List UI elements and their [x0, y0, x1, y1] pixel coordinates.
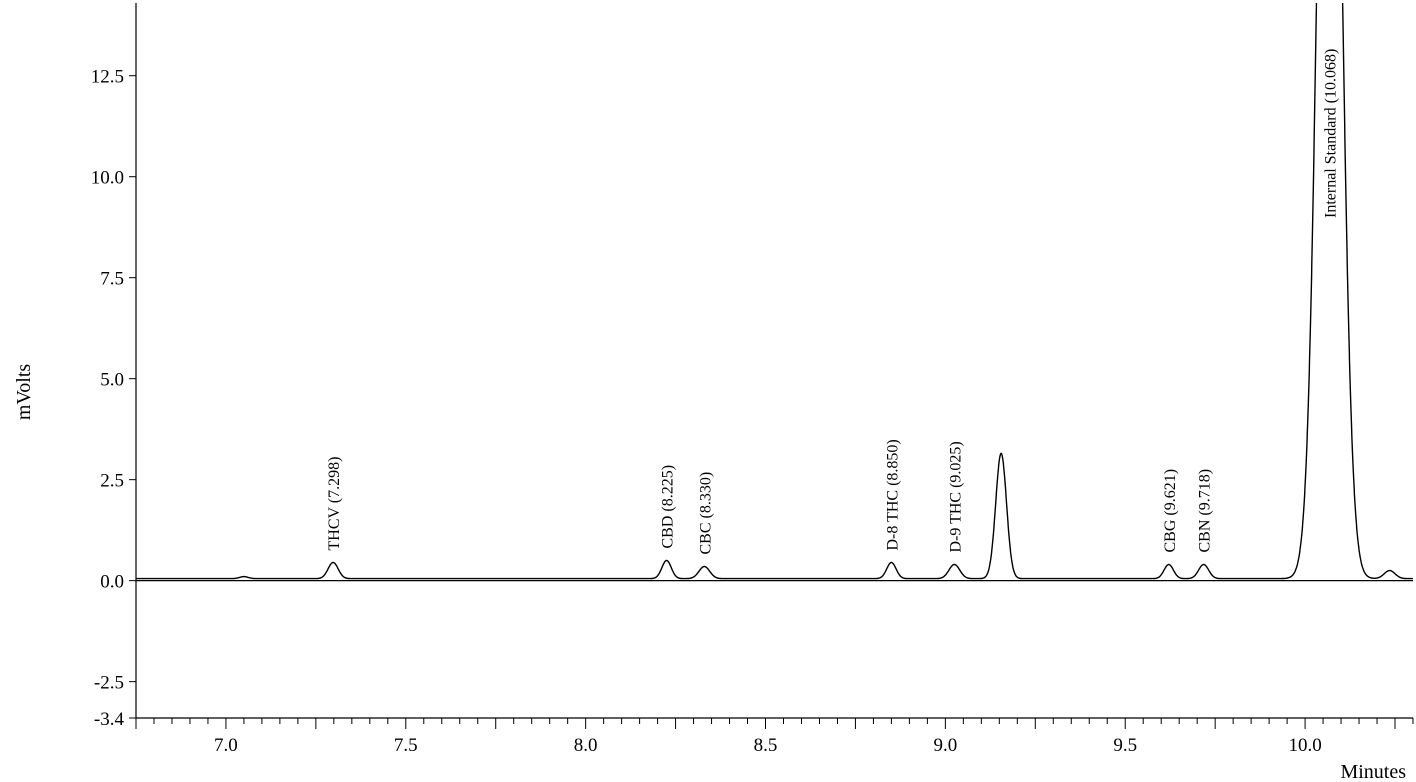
y-tick-label: 7.5 [100, 269, 124, 290]
x-axis-title: Minutes [1340, 761, 1406, 782]
x-tick-label: 8.5 [754, 735, 778, 756]
x-tick-label: 7.5 [394, 735, 418, 756]
y-tick-label: 0.0 [100, 572, 124, 593]
y-tick-label: 2.5 [100, 471, 124, 492]
y-tick-label: 12.5 [91, 67, 124, 88]
x-tick-label: 7.0 [214, 735, 238, 756]
peak-label: CBN (9.718) [1197, 469, 1214, 553]
chromatogram-trace [136, 3, 1413, 580]
peak-label: THCV (7.298) [326, 457, 343, 551]
x-tick-label: 9.0 [933, 735, 957, 756]
y-tick-label: -3.4 [94, 709, 125, 730]
y-tick-label: 5.0 [100, 370, 124, 391]
x-tick-label: 10.0 [1288, 735, 1321, 756]
peak-label: D-8 THC (8.850) [884, 439, 901, 550]
x-axis: 7.0 7.5 8.0 8.5 9.0 9.5 10.0 [135, 717, 1414, 756]
peak-label: CBG (9.621) [1162, 469, 1179, 553]
y-axis-title: mVolts [13, 364, 35, 421]
y-axis: -3.4 -2.5 0.0 2.5 5.0 7.5 10.0 12.5 [91, 3, 137, 730]
peak-label: D-9 THC (9.025) [947, 441, 964, 552]
y-tick-label: -2.5 [94, 673, 124, 694]
peak-label: Internal Standard (10.068) [1323, 49, 1340, 218]
peak-label: CBC (8.330) [697, 472, 714, 555]
y-tick-label: 10.0 [91, 168, 124, 189]
x-tick-label: 8.0 [574, 735, 598, 756]
peak-labels: THCV (7.298) CBD (8.225) CBC (8.330) D-8 TH… [326, 49, 1339, 555]
peak-label: CBD (8.225) [660, 465, 677, 549]
x-tick-label: 9.5 [1113, 735, 1137, 756]
